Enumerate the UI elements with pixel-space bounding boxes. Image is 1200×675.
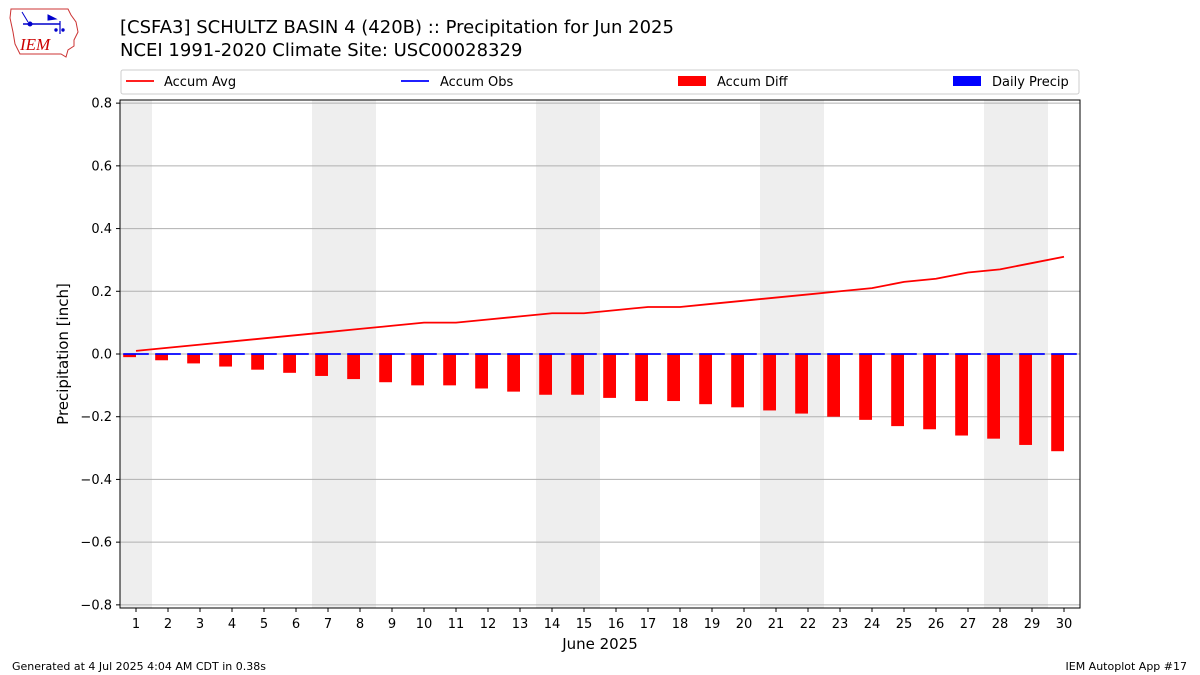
accum-diff-bar [443, 354, 456, 386]
legend-box [120, 69, 1080, 95]
accum-avg-line [135, 255, 1065, 352]
y-tick-label: 0.6 [91, 159, 112, 174]
legend-label: Accum Diff [717, 75, 789, 90]
chart-title: [CSFA3] SCHULTZ BASIN 4 (420B) :: Precip… [120, 17, 674, 38]
legend-swatch [953, 76, 981, 86]
iem-logo: IEM [9, 8, 79, 58]
accum-diff-bar [571, 354, 584, 395]
accum-diff-bar [411, 354, 424, 386]
accum-diff-bar [475, 354, 488, 389]
accum-diff-bar [1051, 354, 1064, 452]
x-tick-label: 9 [388, 617, 396, 632]
accum-diff-bar [891, 354, 904, 427]
x-tick-label: 17 [640, 617, 657, 632]
accum-diff-bar [539, 354, 552, 395]
accum-diff-bar [955, 354, 968, 436]
x-tick-label: 5 [260, 617, 268, 632]
chart-subtitle: NCEI 1991-2020 Climate Site: USC00028329 [120, 40, 523, 61]
accum-diff-bar [795, 354, 808, 414]
accum-diff-bar [635, 354, 648, 402]
x-tick-label: 11 [448, 617, 465, 632]
x-tick-label: 12 [480, 617, 497, 632]
x-tick-label: 25 [896, 617, 913, 632]
accum-diff-bar [699, 354, 712, 405]
legend-label: Accum Avg [164, 75, 236, 90]
x-tick-label: 28 [992, 617, 1009, 632]
x-tick-label: 27 [960, 617, 977, 632]
x-tick-label: 22 [800, 617, 817, 632]
x-tick-label: 10 [416, 617, 433, 632]
accum-diff-bar [603, 354, 616, 398]
legend-swatch [678, 76, 706, 86]
accum-diff-bar [347, 354, 360, 380]
weather-station-icon [21, 11, 65, 34]
x-axis-label: June 2025 [561, 635, 638, 653]
x-tick-label: 29 [1024, 617, 1041, 632]
accum-diff-bars [123, 354, 1064, 452]
accum-diff-bar [379, 354, 392, 383]
accum-diff-bar [667, 354, 680, 402]
x-tick-label: 15 [576, 617, 593, 632]
y-tick-label: 0.4 [91, 222, 112, 237]
chart-legend: Accum Avg Accum Obs Accum Diff Daily Precip [120, 69, 1080, 95]
y-tick-label: −0.2 [80, 410, 112, 425]
accum-diff-bar [123, 354, 136, 358]
x-tick-label: 8 [356, 617, 364, 632]
y-tick-label: −0.6 [80, 536, 112, 551]
x-tick-label: 14 [544, 617, 561, 632]
x-tick-label: 7 [324, 617, 332, 632]
legend-label: Accum Obs [440, 75, 513, 90]
y-tick-label: −0.4 [80, 473, 112, 488]
x-tick-label: 21 [768, 617, 785, 632]
accum-diff-bar [923, 354, 936, 430]
x-tick-label: 19 [704, 617, 721, 632]
y-axis-label: Precipitation [inch] [54, 283, 72, 425]
legend-label: Daily Precip [992, 75, 1069, 90]
gridlines [120, 102, 1080, 606]
x-axis-ticks: 1 2 3 4 5 6 7 8 9 10 11 12 13 14 15 16 17 18 19 20 21 22 23 24 2… [132, 608, 1072, 632]
y-tick-label: 0.8 [91, 97, 112, 112]
x-tick-label: 16 [608, 617, 625, 632]
x-tick-label: 4 [228, 617, 236, 632]
accum-diff-bar [763, 354, 776, 411]
x-tick-label: 26 [928, 617, 945, 632]
accum-diff-bar [155, 354, 168, 361]
x-tick-label: 13 [512, 617, 529, 632]
accum-diff-bar [219, 354, 232, 367]
x-tick-label: 2 [164, 617, 172, 632]
x-tick-label: 3 [196, 617, 204, 632]
x-tick-label: 18 [672, 617, 689, 632]
x-tick-label: 24 [864, 617, 881, 632]
y-tick-label: −0.8 [80, 598, 112, 613]
generated-timestamp: Generated at 4 Jul 2025 4:04 AM CDT in 0… [12, 660, 266, 673]
y-tick-label: 0.0 [91, 348, 112, 363]
app-credit: IEM Autoplot App #17 [1065, 660, 1188, 673]
x-tick-label: 30 [1056, 617, 1073, 632]
y-tick-label: 0.2 [91, 285, 112, 300]
x-tick-label: 6 [292, 617, 300, 632]
y-axis-ticks: −0.8 −0.6 −0.4 −0.2 0.0 0.2 0.4 0.6 0.8 [80, 97, 120, 613]
logo-text: IEM [19, 35, 51, 54]
accum-diff-bar [283, 354, 296, 373]
accum-diff-bar [987, 354, 1000, 439]
accum-diff-bar [187, 354, 200, 364]
accum-diff-bar [859, 354, 872, 420]
accum-diff-bar [827, 354, 840, 417]
x-tick-label: 23 [832, 617, 849, 632]
accum-diff-bar [1019, 354, 1032, 445]
accum-diff-bar [251, 354, 264, 370]
accum-diff-bar [507, 354, 520, 392]
x-tick-label: 20 [736, 617, 753, 632]
x-tick-label: 1 [132, 617, 140, 632]
accum-diff-bar [731, 354, 744, 408]
accum-diff-bar [315, 354, 328, 376]
